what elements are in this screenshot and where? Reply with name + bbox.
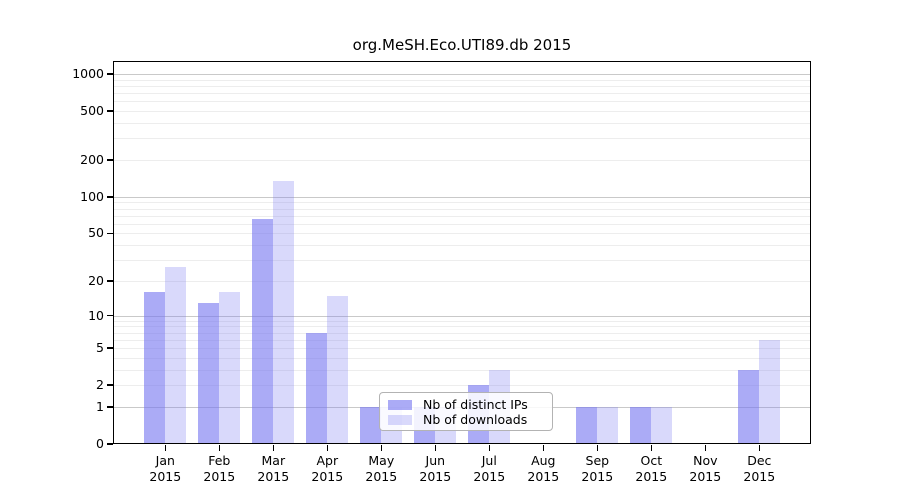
x-tick-mark (326, 444, 329, 451)
x-tick-label: Aug 2015 (527, 453, 560, 484)
y-tick-label: 200 (80, 151, 104, 167)
x-tick-label: Apr 2015 (311, 453, 344, 484)
x-tick-label: Sep 2015 (581, 453, 614, 484)
x-tick-label: May 2015 (365, 453, 398, 484)
x-tick-label: Mar 2015 (257, 453, 290, 484)
legend: Nb of distinct IPs Nb of downloads (379, 392, 553, 431)
x-tick-mark (434, 444, 437, 451)
x-tick-label: Nov 2015 (689, 453, 722, 484)
legend-row: Nb of distinct IPs (388, 397, 542, 412)
y-tick-label: 5 (96, 340, 104, 356)
x-tick-label: Jul 2015 (473, 453, 506, 484)
y-tick-label: 2 (96, 377, 104, 393)
y-tick-label: 10 (88, 307, 104, 323)
y-tick-label: 1 (96, 398, 104, 414)
x-tick-label: Jan 2015 (149, 453, 182, 484)
y-tick-label: 50 (88, 225, 104, 241)
x-tick-label: Dec 2015 (743, 453, 776, 484)
legend-label: Nb of downloads (423, 412, 528, 427)
plot-frame (113, 61, 811, 444)
x-tick-mark (488, 444, 491, 451)
legend-label: Nb of distinct IPs (423, 397, 528, 412)
x-tick-mark (596, 444, 599, 451)
y-tick-label: 20 (88, 272, 104, 288)
x-tick-label: Feb 2015 (203, 453, 236, 484)
x-tick-label: Oct 2015 (635, 453, 668, 484)
x-tick-mark (272, 444, 275, 451)
legend-row: Nb of downloads (388, 412, 542, 427)
distinct-ips-swatch (388, 399, 412, 410)
y-tick-label: 500 (80, 103, 104, 119)
x-tick-mark (704, 444, 707, 451)
x-tick-label: Jun 2015 (419, 453, 452, 484)
x-tick-mark (164, 444, 167, 451)
x-tick-mark (758, 444, 761, 451)
x-tick-mark (218, 444, 221, 451)
x-tick-mark (650, 444, 653, 451)
y-tick-label: 0 (96, 436, 104, 451)
y-tick-label: 1000 (72, 66, 104, 81)
chart-title: org.MeSH.Eco.UTI89.db 2015 (352, 36, 572, 54)
y-tick-label: 100 (80, 188, 104, 204)
x-tick-mark (380, 444, 383, 451)
x-tick-mark (542, 444, 545, 451)
downloads-swatch (388, 414, 412, 425)
